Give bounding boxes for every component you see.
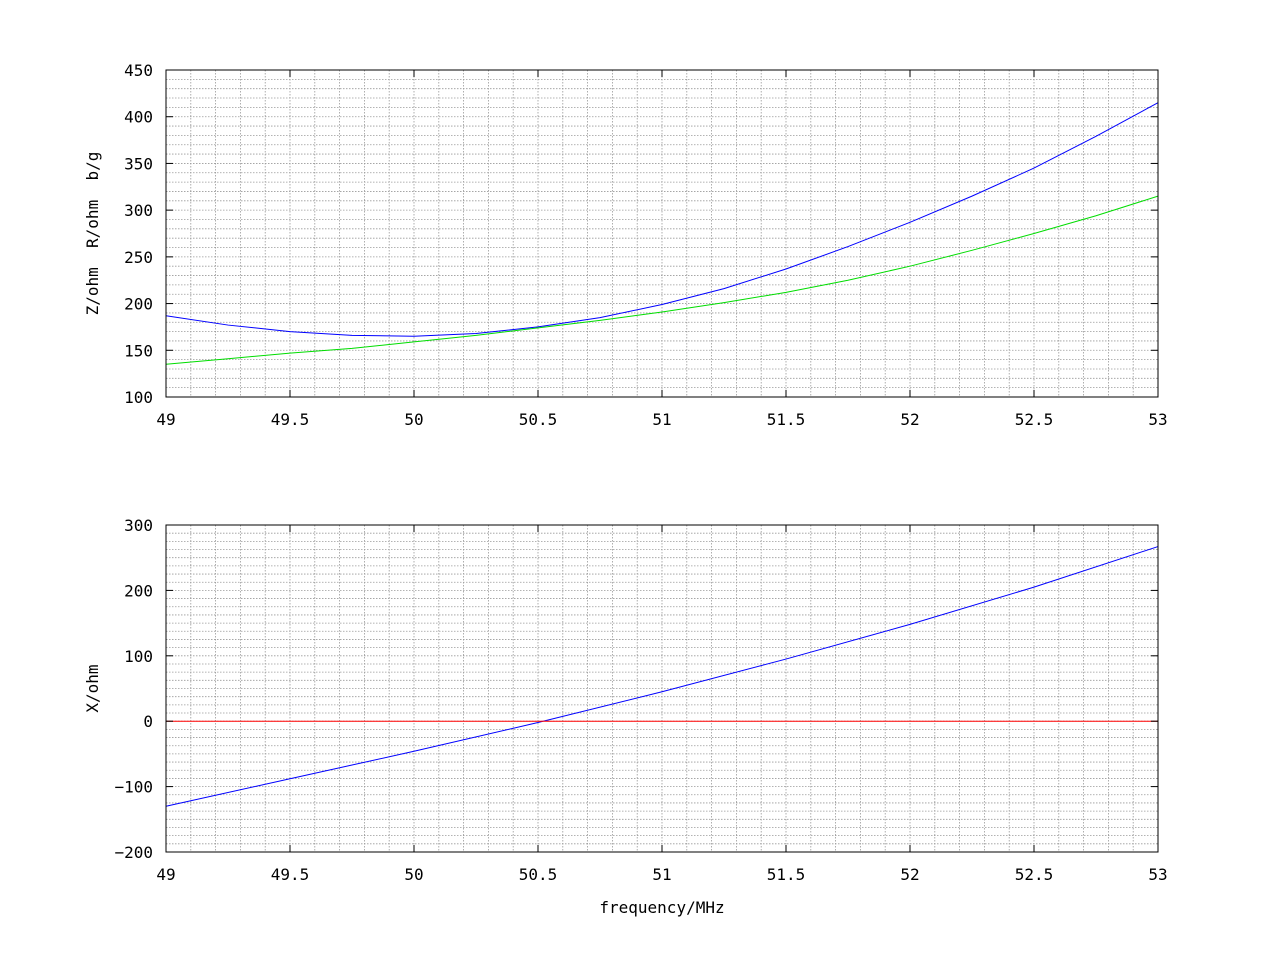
- y-tick-label: 150: [124, 341, 153, 360]
- reactance-panel: 49 49.5 50 50.5 51 51.5 52 52.5 53 −200 −100 0 100 20…: [83, 516, 1168, 917]
- y-tick-label: −200: [114, 843, 153, 862]
- reactance-series: [165, 546, 1159, 807]
- y-tick-label: 350: [124, 154, 153, 173]
- x-tick-label: 53: [1148, 410, 1167, 429]
- x-tick-label: 52: [900, 410, 919, 429]
- y-tick-label: 0: [143, 712, 153, 731]
- x-tick-label: 49.5: [271, 410, 310, 429]
- impedance-ticks: [165, 69, 1159, 398]
- y-tick-label: 100: [124, 647, 153, 666]
- impedance-grid: [166, 70, 1158, 397]
- y-tick-label: 100: [124, 388, 153, 407]
- x-tick-label: 51: [652, 410, 671, 429]
- y-tick-label: −100: [114, 778, 153, 797]
- x-tick-label: 49: [156, 865, 175, 884]
- y-tick-label: 400: [124, 108, 153, 127]
- y-tick-label: 200: [124, 581, 153, 600]
- y-tick-label: 250: [124, 248, 153, 267]
- reactance-x-axis-label: frequency/MHz: [599, 898, 724, 917]
- y-tick-label: 300: [124, 201, 153, 220]
- x-tick-label: 50.5: [519, 865, 558, 884]
- x-tick-label: 52: [900, 865, 919, 884]
- x-tick-label: 50.5: [519, 410, 558, 429]
- series-line-0: [165, 546, 1159, 807]
- series-line-1: [165, 195, 1159, 365]
- reactance-y-axis-label: X/ohm: [83, 664, 102, 712]
- impedance-tick-labels: 49 49.5 50 50.5 51 51.5 52 52.5 53 100 150 200 250 30…: [124, 61, 1168, 429]
- y-tick-label: 200: [124, 295, 153, 314]
- x-tick-label: 52.5: [1015, 410, 1054, 429]
- x-tick-label: 51: [652, 865, 671, 884]
- x-tick-label: 49: [156, 410, 175, 429]
- y-tick-label: 450: [124, 61, 153, 80]
- reactance-ticks: [165, 524, 1159, 853]
- x-tick-label: 51.5: [767, 865, 806, 884]
- y-tick-label: 300: [124, 516, 153, 535]
- reactance-tick-labels: 49 49.5 50 50.5 51 51.5 52 52.5 53 −200 −100 0 100 20…: [114, 516, 1167, 884]
- series-line-0: [165, 102, 1159, 337]
- x-tick-label: 51.5: [767, 410, 806, 429]
- x-tick-label: 53: [1148, 865, 1167, 884]
- impedance-resistance-panel: 49 49.5 50 50.5 51 51.5 52 52.5 53 100 150 200 250 30…: [83, 61, 1168, 429]
- x-tick-label: 50: [404, 865, 423, 884]
- impedance-series: [165, 102, 1159, 365]
- x-tick-label: 50: [404, 410, 423, 429]
- reactance-grid: [166, 525, 1158, 852]
- x-tick-label: 49.5: [271, 865, 310, 884]
- x-tick-label: 52.5: [1015, 865, 1054, 884]
- impedance-y-axis-label: Z/ohm R/ohm b/g: [83, 152, 102, 316]
